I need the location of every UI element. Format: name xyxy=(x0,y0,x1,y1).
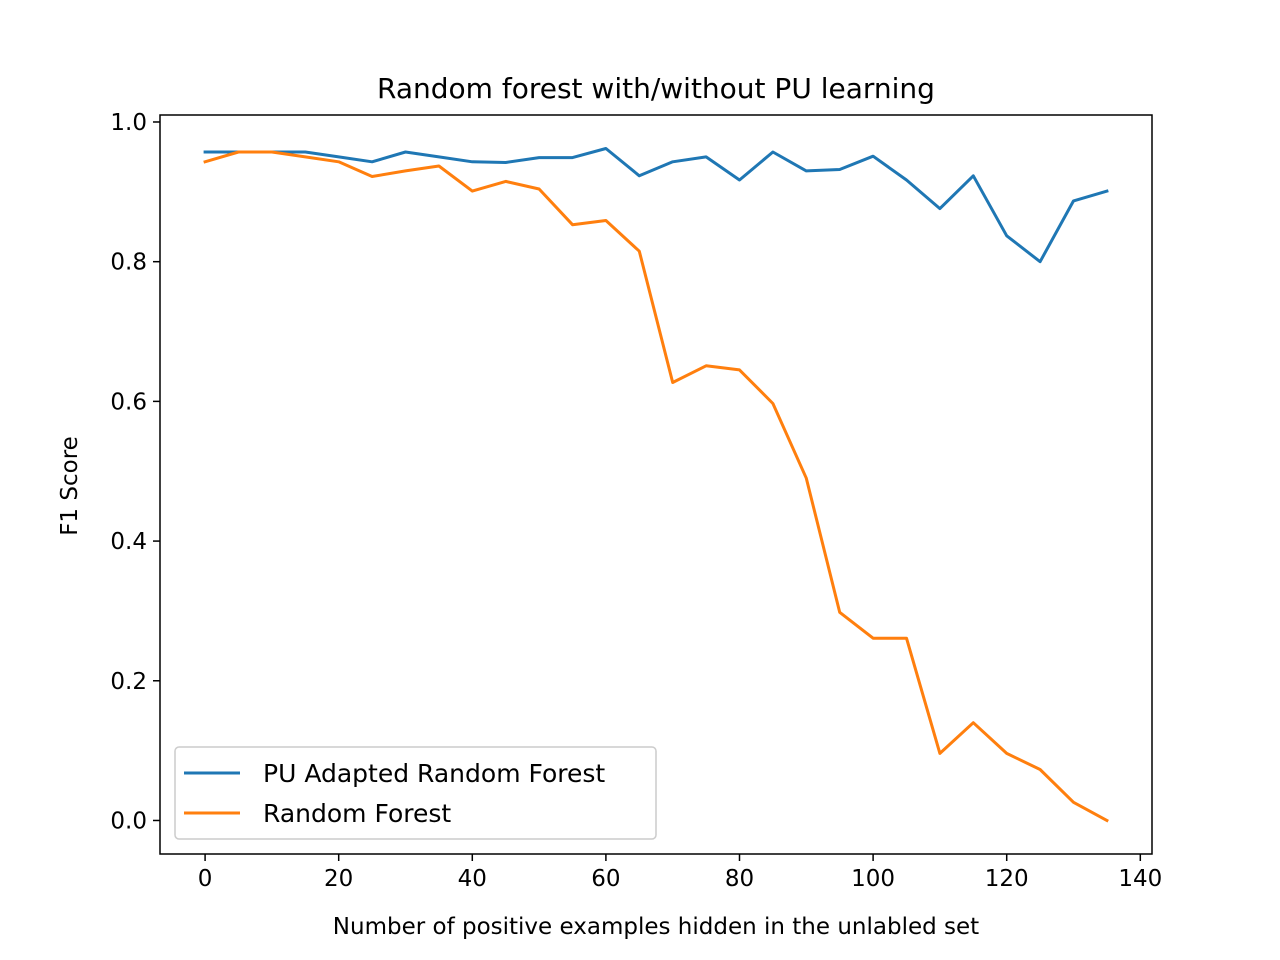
y-axis-label: F1 Score xyxy=(57,436,83,536)
legend-box xyxy=(174,746,657,840)
y-tick-label: 0.8 xyxy=(110,250,147,276)
y-tick-label: 1.0 xyxy=(110,110,147,136)
x-tick-label: 60 xyxy=(591,866,620,892)
series-line-1 xyxy=(203,147,1109,264)
x-tick-label: 80 xyxy=(725,866,754,892)
y-tick-label: 0.6 xyxy=(110,389,147,415)
legend-label-2: Random Forest xyxy=(263,799,451,828)
x-tick-label: 100 xyxy=(851,866,895,892)
y-tick-label: 0.0 xyxy=(110,808,147,834)
x-tick-label: 40 xyxy=(458,866,487,892)
plot-area: 0 20 40 60 80 100 120 140 0.0 0.2 0.4 0.6 0.8 1.0 xyxy=(110,110,1162,892)
x-tick-label: 20 xyxy=(324,866,353,892)
series-line-2 xyxy=(203,150,1109,823)
legend: PU Adapted Random Forest Random Forest xyxy=(174,746,657,840)
y-tick-label: 0.2 xyxy=(110,669,147,695)
x-tick-label: 120 xyxy=(985,866,1029,892)
chart-title: Random forest with/without PU learning xyxy=(377,72,935,105)
x-tick-label: 0 xyxy=(198,866,213,892)
legend-label-1: PU Adapted Random Forest xyxy=(263,759,605,788)
x-tick-label: 140 xyxy=(1118,866,1162,892)
x-axis-label: Number of positive examples hidden in th… xyxy=(333,914,979,940)
y-tick-label: 0.4 xyxy=(110,529,147,555)
axes-frame xyxy=(159,114,1153,855)
